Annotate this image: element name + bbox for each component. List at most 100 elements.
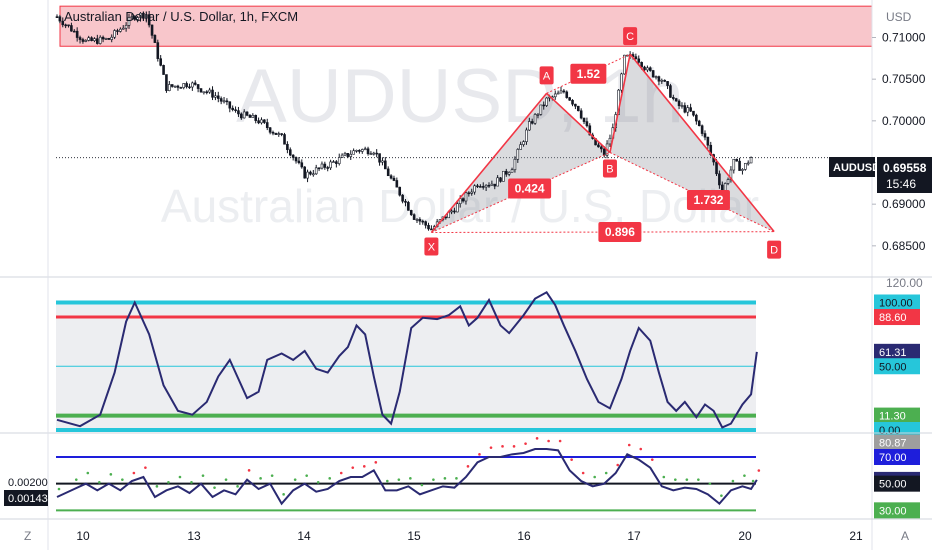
candle	[453, 207, 456, 214]
pattern-ratio-bg	[570, 63, 607, 84]
osc1-axis-badge-bg	[874, 343, 920, 360]
candle-body-up	[470, 191, 474, 194]
candle-body-down	[133, 16, 137, 20]
candle-body-down	[697, 120, 701, 127]
candle	[168, 80, 171, 92]
candle-body-down	[294, 157, 298, 162]
candle	[424, 220, 427, 229]
pattern-point-label: C	[626, 31, 634, 43]
candle-body-down	[72, 30, 76, 33]
candle	[620, 72, 623, 93]
candle-body-up	[191, 82, 194, 88]
osc2-dot	[409, 477, 412, 480]
candle	[674, 97, 678, 102]
pattern-ratio-label: 0.424	[515, 182, 545, 196]
candle	[329, 159, 332, 171]
candle	[427, 222, 430, 231]
candle-body-up	[372, 152, 376, 155]
candle	[686, 104, 690, 117]
osc2-axis-badge-text: 50.00	[879, 479, 907, 491]
candle	[484, 184, 488, 192]
candle-body-down	[101, 36, 105, 40]
candle-body-up	[312, 173, 315, 176]
candle-body-down	[657, 76, 661, 82]
osc2-dot	[593, 475, 596, 479]
candle	[597, 142, 600, 148]
pattern-ratio-badge: 1.732	[686, 190, 730, 210]
current-price: 0.69558	[883, 161, 927, 175]
candle-body-up	[144, 14, 148, 19]
candle-body-up	[121, 27, 125, 30]
candle-body-up	[127, 17, 131, 26]
osc2-left-badge-text: 0.00143	[8, 493, 48, 505]
current-symbol: AUDUSD	[833, 162, 880, 174]
candle	[303, 166, 306, 179]
pattern-leg-ab	[546, 92, 611, 154]
candle-body-down	[386, 168, 390, 177]
osc2-dot	[604, 471, 608, 475]
candle-body-up	[726, 179, 730, 184]
candle	[496, 175, 499, 187]
pattern-point-badge	[539, 66, 554, 85]
candle	[165, 74, 168, 93]
osc1-axis-badge-bg	[874, 422, 920, 438]
zoom-reset-button[interactable]: Z	[24, 529, 31, 543]
candle	[456, 200, 459, 213]
candle-body-up	[464, 192, 468, 202]
candle	[67, 24, 70, 28]
candle-body-up	[110, 36, 114, 40]
candle-body-up	[533, 114, 537, 124]
candle	[199, 88, 203, 93]
osc2-dot	[374, 461, 378, 464]
candle	[317, 167, 321, 172]
candle	[133, 15, 137, 21]
osc2-dot	[293, 478, 297, 481]
candle	[182, 83, 186, 90]
osc2-left-value: 0.00200	[8, 477, 48, 489]
candle-body-up	[732, 158, 736, 171]
pattern-diagonal-ac	[546, 53, 631, 94]
candle-body-down	[404, 200, 407, 203]
candle	[634, 53, 638, 60]
candle-body-up	[277, 133, 281, 135]
osc2-dot	[167, 481, 170, 484]
candle	[585, 117, 589, 128]
candle	[90, 36, 93, 42]
osc2-axis-badge-bg	[874, 449, 920, 465]
candle	[608, 134, 612, 147]
osc2-dot	[489, 446, 493, 449]
candle	[418, 217, 422, 225]
candle-body-down	[389, 175, 393, 179]
candle	[651, 70, 655, 78]
candle-body-down	[648, 67, 652, 71]
osc1-top-label: 120.00	[886, 276, 923, 290]
candle-body-down	[309, 171, 312, 175]
candle	[692, 110, 695, 117]
candle	[107, 37, 111, 40]
osc2-dot	[109, 473, 113, 476]
candle	[127, 13, 131, 29]
candle-body-down	[219, 98, 223, 102]
candle-body-up	[251, 115, 255, 118]
candle	[493, 183, 497, 190]
pattern-ratio-badge: 0.424	[508, 178, 552, 199]
candle	[191, 81, 194, 91]
pattern-triangle-xab	[431, 93, 610, 233]
candle-body-up	[450, 210, 453, 213]
auto-scale-button[interactable]: A	[901, 529, 909, 543]
osc1-axis-badge: 100.00	[874, 294, 920, 311]
candle	[170, 84, 174, 88]
osc2-dot	[627, 443, 631, 447]
candle	[323, 161, 327, 170]
candle-body-up	[381, 160, 384, 163]
candle-body-up	[415, 219, 419, 221]
candle-body-down	[70, 25, 73, 32]
candle	[121, 25, 125, 30]
osc2-dot	[708, 482, 712, 485]
candle	[487, 182, 491, 188]
candle	[421, 219, 425, 225]
osc2-axis-badge: 50.00	[874, 475, 920, 492]
candle	[542, 101, 546, 110]
